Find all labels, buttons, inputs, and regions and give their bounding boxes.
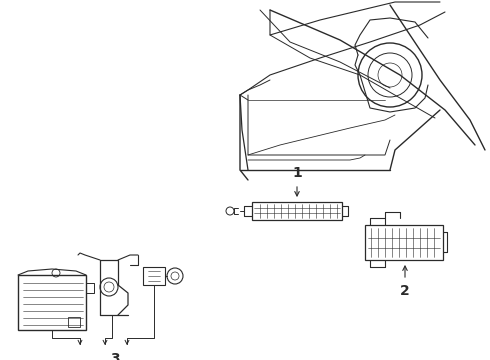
Bar [143, 267, 165, 285]
Bar [18, 275, 86, 330]
Bar [68, 317, 80, 327]
Text: 3: 3 [110, 352, 120, 360]
Text: 2: 2 [400, 284, 410, 298]
Bar [365, 225, 443, 260]
Bar [252, 202, 342, 220]
Text: 1: 1 [292, 166, 302, 180]
